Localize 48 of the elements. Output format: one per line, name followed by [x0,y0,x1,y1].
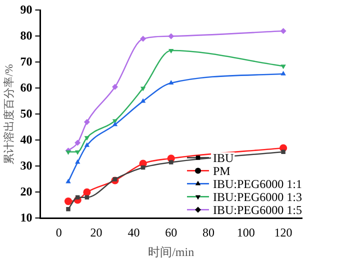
y-tick-label: 40 [20,132,32,146]
point [168,49,174,54]
point [66,178,71,184]
legend-label: IBU:PEG6000 1:3 [212,190,302,204]
y-tick-label: 10 [20,210,32,224]
y-axis-title: 累计溶出度百分率/% [2,64,16,164]
point [74,140,81,146]
y-tick-label: 20 [20,184,32,198]
legend-label: IBU:PEG6000 1:1 [212,176,302,191]
point [140,86,146,92]
point [66,150,71,155]
x-tick-label: 0 [56,226,62,240]
point [140,98,146,103]
point [280,70,286,76]
point [112,122,118,126]
point [112,84,118,90]
point [84,136,90,141]
point [84,119,90,125]
point [84,142,90,147]
point [66,206,70,212]
point [75,159,80,164]
y-tick-label: 70 [20,54,32,68]
point [168,33,174,40]
legend-label: IBU [212,150,234,165]
x-tick-label: 80 [202,226,214,240]
point [83,188,91,196]
x-tick-label: 60 [165,226,178,240]
point [168,80,174,84]
y-tick-label: 30 [20,158,32,172]
point [140,36,146,42]
point [281,150,286,154]
x-tick-label: 100 [236,226,255,240]
x-tick-label: 40 [128,226,140,240]
y-tick-label: 60 [20,80,32,94]
x-tick-label: 120 [274,226,292,240]
y-tick-label: 80 [20,28,32,42]
x-axis-title: 时间/min [148,244,194,259]
legend-label: IBU:PEG6000 1:5 [212,202,302,217]
point [280,64,286,70]
y-tick-label: 50 [20,106,32,120]
point [112,177,118,182]
legend-label: PM [212,164,231,178]
y-tick-label: 90 [20,2,32,16]
point [280,28,286,34]
point [75,150,80,155]
point [64,198,72,206]
x-tick-label: 20 [90,226,102,240]
point [168,160,174,164]
